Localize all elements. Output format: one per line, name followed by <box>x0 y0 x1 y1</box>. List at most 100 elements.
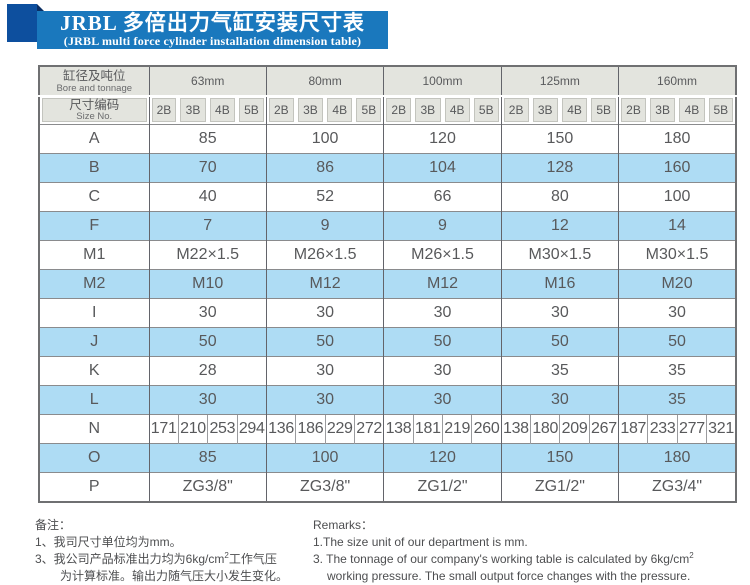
notes-cn-line1: 1、我司尺寸单位均为mm。 <box>35 534 182 549</box>
row-label: P <box>39 472 149 502</box>
table-cell: 52 <box>265 182 384 212</box>
table-row: J 50 50 50 50 50 <box>39 327 736 357</box>
column-group-header: 80mm <box>265 66 384 97</box>
table-cell: 120 <box>383 443 502 473</box>
sub-column-header: 3B <box>413 96 443 125</box>
sub-column-header: 2B <box>265 96 296 125</box>
row-label: B <box>39 153 149 183</box>
superscript: 2 <box>224 550 229 560</box>
table-cell: M12 <box>265 269 384 299</box>
table-cell: 30 <box>265 385 384 415</box>
table-cell: 253 <box>207 414 238 444</box>
table-cell: ZG1/2" <box>500 472 619 502</box>
superscript: 2 <box>689 550 694 560</box>
page-header: JRBL 多倍出力气缸安装尺寸表 (JRBL multi force cylin… <box>0 0 750 57</box>
table-row: B 70 86 104 128 160 <box>39 153 736 183</box>
table-cell: 85 <box>148 124 267 154</box>
row-label: K <box>39 356 149 386</box>
sub-column-header: 4B <box>325 96 355 125</box>
table-cell: 9 <box>383 211 502 241</box>
column-group-header: 125mm <box>500 66 619 97</box>
table-row: O 85 100 120 150 180 <box>39 443 736 473</box>
sub-column-header: 4B <box>442 96 472 125</box>
table-cell: 86 <box>265 153 384 183</box>
table-cell: 30 <box>618 298 736 328</box>
table-cell: 30 <box>265 356 384 386</box>
table-cell: 70 <box>148 153 267 183</box>
row-label: M2 <box>39 269 149 299</box>
table-cell: 321 <box>706 414 736 444</box>
table-cell: 100 <box>265 124 384 154</box>
sub-column-header: 4B <box>207 96 238 125</box>
table-cell: 171 <box>148 414 179 444</box>
sub-column-header: 2B <box>618 96 648 125</box>
page-title-cn: JRBL 多倍出力气缸安装尺寸表 <box>60 11 365 35</box>
table-cell: 40 <box>148 182 267 212</box>
table-row: K 28 30 30 35 35 <box>39 356 736 386</box>
table-cell: 272 <box>353 414 384 444</box>
table-cell: 210 <box>177 414 208 444</box>
table-cell: 219 <box>441 414 472 444</box>
notes-en-line2: 3. The tonnage of our company's working … <box>313 550 694 566</box>
table-cell: 160 <box>618 153 736 183</box>
page-title-en: (JRBL multi force cylinder installation … <box>63 34 362 48</box>
table-cell: 35 <box>618 356 736 386</box>
sub-column-header: 2B <box>148 96 179 125</box>
sub-column-header: 5B <box>471 96 502 125</box>
sub-column-header: 3B <box>295 96 326 125</box>
table-cell: 14 <box>618 211 736 241</box>
table-cell: 30 <box>383 298 502 328</box>
table-cell: 80 <box>500 182 619 212</box>
table-cell: 9 <box>265 211 384 241</box>
table-cell: 136 <box>265 414 296 444</box>
table-cell: M12 <box>383 269 502 299</box>
row-label: M1 <box>39 240 149 270</box>
row-label: O <box>39 443 149 473</box>
table-cell: M26×1.5 <box>383 240 502 270</box>
table-corner-header: 缸径及吨位 Bore and tonnage <box>39 66 149 97</box>
table-cell: 100 <box>618 182 736 212</box>
table-cell: M26×1.5 <box>265 240 384 270</box>
table-cell: 100 <box>265 443 384 473</box>
table-row: M1 M22×1.5 M26×1.5 M26×1.5 M30×1.5 M30×1.5 <box>39 240 736 270</box>
table-cell: M22×1.5 <box>148 240 267 270</box>
table-row: C 40 52 66 80 100 <box>39 182 736 212</box>
notes-en-line1: 1.The size unit of our department is mm. <box>313 534 528 549</box>
table-cell: 30 <box>265 298 384 328</box>
table-cell: 187 <box>618 414 648 444</box>
table-cell: ZG3/4" <box>618 472 736 502</box>
notes-en-line3: working pressure. The small output force… <box>327 568 691 583</box>
table-cell: M30×1.5 <box>500 240 619 270</box>
table-cell: 12 <box>500 211 619 241</box>
table-cell: 104 <box>383 153 502 183</box>
column-group-header: 63mm <box>148 66 267 97</box>
column-group-header: 160mm <box>618 66 736 97</box>
table-cell: 128 <box>500 153 619 183</box>
row-label: L <box>39 385 149 415</box>
size-no-label-cn: 尺寸编码 <box>69 97 120 112</box>
table-row: M2 M10 M12 M12 M16 M20 <box>39 269 736 299</box>
row-label: N <box>39 414 149 444</box>
table-cell: 30 <box>383 385 502 415</box>
sub-column-header: 5B <box>589 96 619 125</box>
sub-column-header: 5B <box>354 96 384 125</box>
ribbon-fold-icon <box>37 4 46 13</box>
table-cell: 180 <box>618 443 736 473</box>
title-banner: JRBL 多倍出力气缸安装尺寸表 (JRBL multi force cylin… <box>37 11 388 49</box>
sub-column-header: 5B <box>706 96 736 125</box>
table-cell: 150 <box>500 443 619 473</box>
table-cell: 85 <box>148 443 267 473</box>
table-cell: 28 <box>148 356 267 386</box>
table-cell: 30 <box>500 385 619 415</box>
notes-en-heading: Remarks： <box>313 517 374 532</box>
table-row: I 30 30 30 30 30 <box>39 298 736 328</box>
table-cell: 7 <box>148 211 267 241</box>
table-cell: 186 <box>295 414 326 444</box>
table-cell: 30 <box>383 356 502 386</box>
sub-column-header: 5B <box>237 96 267 125</box>
notes-chinese: 备注： 1、我司尺寸单位均为mm。 3、我公司产品标准出力均为6kg/cm2工作… <box>35 517 307 585</box>
notes-cn-heading: 备注： <box>35 517 72 532</box>
table-cell: 294 <box>236 414 267 444</box>
table-row: N 171 210 253 294 136 186 229 272 138 181 219 260 138… <box>39 414 736 444</box>
